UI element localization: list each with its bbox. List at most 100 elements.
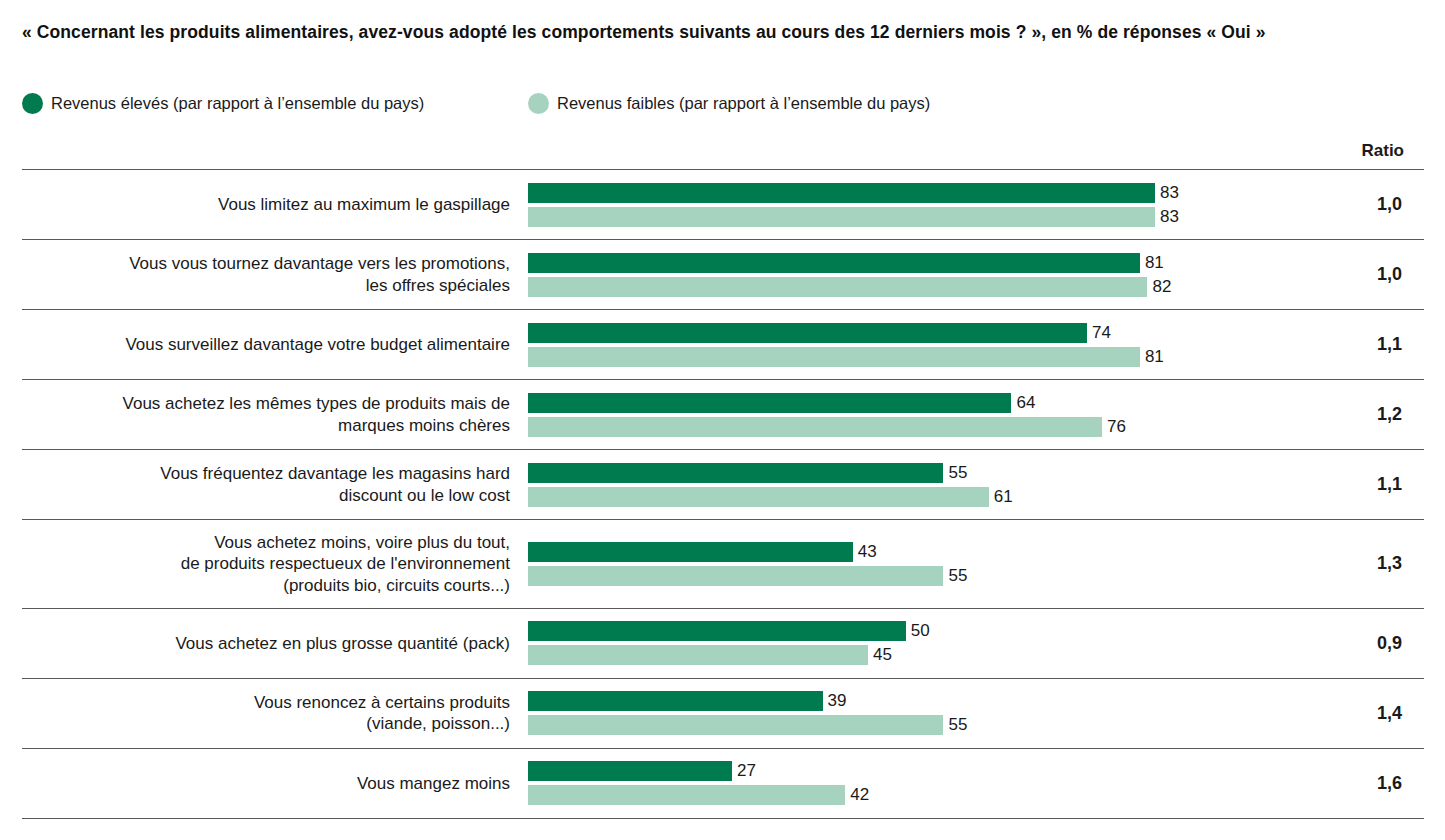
bar-value-high: 39 <box>828 691 847 711</box>
bar-high <box>528 621 906 641</box>
ratio-value: 1,1 <box>1304 474 1424 495</box>
legend: Revenus élevés (par rapport à l’ensemble… <box>22 91 1424 115</box>
bar-value-low: 81 <box>1145 347 1164 367</box>
bar-low <box>528 645 868 665</box>
bar-track-low: 82 <box>528 277 1304 297</box>
bar-value-high: 64 <box>1016 393 1035 413</box>
chart-row: Vous achetez moins, voire plus du tout, … <box>22 519 1424 608</box>
bar-value-high: 74 <box>1092 323 1111 343</box>
bar-high <box>528 463 943 483</box>
bar-track-high: 43 <box>528 542 1304 562</box>
chart-rows: Vous limitez au maximum le gaspillage 83… <box>22 169 1424 819</box>
bar-high <box>528 183 1155 203</box>
bar-track-high: 83 <box>528 183 1304 203</box>
row-label: Vous achetez moins, voire plus du tout, … <box>22 532 528 596</box>
row-label: Vous mangez moins <box>22 773 528 794</box>
row-label: Vous vous tournez davantage vers les pro… <box>22 253 528 296</box>
row-bars: 74 81 <box>528 323 1304 367</box>
bar-high <box>528 253 1140 273</box>
chart-row: Vous fréquentez davantage les magasins h… <box>22 449 1424 519</box>
ratio-value: 1,3 <box>1304 553 1424 574</box>
bar-track-high: 39 <box>528 691 1304 711</box>
ratio-column-header: Ratio <box>22 141 1424 169</box>
bar-track-low: 83 <box>528 207 1304 227</box>
chart-page: « Concernant les produits alimentaires, … <box>0 0 1445 819</box>
row-label: Vous fréquentez davantage les magasins h… <box>22 463 528 506</box>
chart-row: Vous vous tournez davantage vers les pro… <box>22 239 1424 309</box>
bar-high <box>528 761 732 781</box>
bar-value-high: 50 <box>911 621 930 641</box>
legend-swatch-high-icon <box>22 93 43 114</box>
row-label: Vous limitez au maximum le gaspillage <box>22 194 528 215</box>
legend-item-high: Revenus élevés (par rapport à l’ensemble… <box>22 93 528 114</box>
row-bars: 43 55 <box>528 542 1304 586</box>
row-bars: 55 61 <box>528 463 1304 507</box>
bar-value-low: 55 <box>948 715 967 735</box>
chart-row: Vous mangez moins 27 42 1,6 <box>22 748 1424 818</box>
bar-value-high: 81 <box>1145 253 1164 273</box>
bar-value-low: 82 <box>1152 277 1171 297</box>
chart-row: Vous achetez en plus grosse quantité (pa… <box>22 608 1424 678</box>
chart-row: Vous limitez au maximum le gaspillage 83… <box>22 169 1424 239</box>
row-bars: 50 45 <box>528 621 1304 665</box>
bar-low <box>528 715 943 735</box>
row-label: Vous surveillez davantage votre budget a… <box>22 334 528 355</box>
bar-value-low: 61 <box>994 487 1013 507</box>
bar-high <box>528 393 1011 413</box>
bar-track-low: 55 <box>528 715 1304 735</box>
chart-row: Vous achetez les mêmes types de produits… <box>22 379 1424 449</box>
row-label: Vous achetez en plus grosse quantité (pa… <box>22 633 528 654</box>
legend-item-low: Revenus faibles (par rapport à l’ensembl… <box>528 93 930 114</box>
bar-track-high: 55 <box>528 463 1304 483</box>
bar-track-low: 76 <box>528 417 1304 437</box>
row-bars: 83 83 <box>528 183 1304 227</box>
bar-high <box>528 691 823 711</box>
bar-value-high: 27 <box>737 761 756 781</box>
bar-track-high: 27 <box>528 761 1304 781</box>
chart-row: Vous renoncez à certains produits (viand… <box>22 678 1424 748</box>
bar-track-high: 74 <box>528 323 1304 343</box>
bar-value-low: 55 <box>948 566 967 586</box>
bar-low <box>528 566 943 586</box>
bar-track-high: 64 <box>528 393 1304 413</box>
bar-value-high: 43 <box>858 542 877 562</box>
bar-track-high: 81 <box>528 253 1304 273</box>
ratio-value: 1,0 <box>1304 194 1424 215</box>
bar-track-low: 55 <box>528 566 1304 586</box>
legend-swatch-low-icon <box>528 93 549 114</box>
bar-low <box>528 347 1140 367</box>
legend-label-low: Revenus faibles (par rapport à l’ensembl… <box>557 94 930 113</box>
ratio-value: 1,1 <box>1304 334 1424 355</box>
chart-row: Vous surveillez davantage votre budget a… <box>22 309 1424 379</box>
bar-value-low: 45 <box>873 645 892 665</box>
row-bars: 39 55 <box>528 691 1304 735</box>
ratio-value: 1,0 <box>1304 264 1424 285</box>
bar-value-low: 42 <box>850 785 869 805</box>
ratio-value: 0,9 <box>1304 633 1424 654</box>
row-bars: 27 42 <box>528 761 1304 805</box>
bar-high <box>528 542 853 562</box>
bar-low <box>528 487 989 507</box>
row-label: Vous renoncez à certains produits (viand… <box>22 692 528 735</box>
bar-track-low: 61 <box>528 487 1304 507</box>
bar-value-low: 83 <box>1160 207 1179 227</box>
row-bars: 81 82 <box>528 253 1304 297</box>
ratio-value: 1,2 <box>1304 404 1424 425</box>
bar-track-low: 42 <box>528 785 1304 805</box>
row-bars: 64 76 <box>528 393 1304 437</box>
bar-track-low: 81 <box>528 347 1304 367</box>
row-label: Vous achetez les mêmes types de produits… <box>22 393 528 436</box>
ratio-value: 1,4 <box>1304 703 1424 724</box>
bar-high <box>528 323 1087 343</box>
bar-low <box>528 417 1102 437</box>
bar-low <box>528 277 1147 297</box>
bar-value-high: 83 <box>1160 183 1179 203</box>
bar-low <box>528 785 845 805</box>
bar-value-low: 76 <box>1107 417 1126 437</box>
chart-title: « Concernant les produits alimentaires, … <box>22 22 1424 43</box>
bar-track-high: 50 <box>528 621 1304 641</box>
bar-track-low: 45 <box>528 645 1304 665</box>
bar-low <box>528 207 1155 227</box>
legend-label-high: Revenus élevés (par rapport à l’ensemble… <box>51 94 424 113</box>
bar-value-high: 55 <box>948 463 967 483</box>
